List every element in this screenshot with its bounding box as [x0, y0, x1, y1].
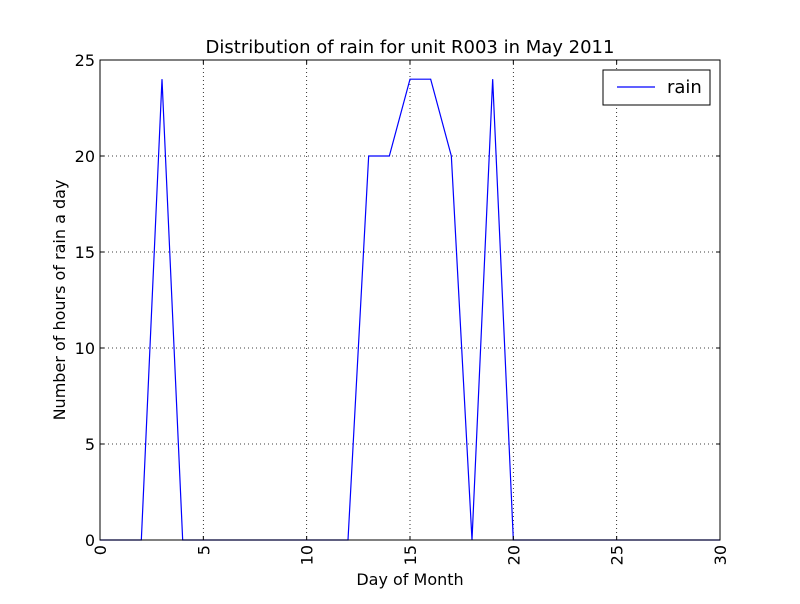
axis-ticks: 0 5 10 15 20 25 30 0 5 10 15 20 25 — [75, 51, 730, 565]
legend: rain — [602, 69, 711, 106]
y-tick-label: 15 — [75, 243, 95, 262]
x-tick-label: 15 — [401, 545, 420, 565]
x-axis-label: Day of Month — [356, 570, 463, 589]
y-tick-label: 10 — [75, 339, 95, 358]
grid-lines — [100, 60, 720, 540]
x-tick-label: 30 — [711, 545, 730, 565]
chart-title: Distribution of rain for unit R003 in Ma… — [206, 37, 615, 58]
x-tick-label: 20 — [504, 545, 523, 565]
x-tick-label: 5 — [194, 545, 213, 555]
x-tick-label: 0 — [91, 545, 110, 555]
y-tick-label: 5 — [85, 435, 95, 454]
y-tick-label: 20 — [75, 147, 95, 166]
legend-label-rain: rain — [667, 77, 702, 98]
x-tick-label: 10 — [298, 545, 317, 565]
y-axis-label: Number of hours of rain a day — [50, 180, 69, 421]
y-tick-label: 0 — [85, 531, 95, 550]
x-tick-label: 25 — [608, 545, 627, 565]
y-tick-label: 25 — [75, 51, 95, 70]
